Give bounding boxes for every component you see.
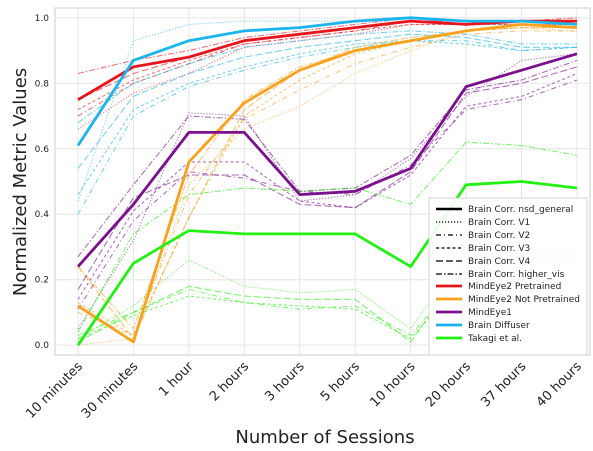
legend: Brain Corr. nsd_general Brain Corr. V1 Bra… bbox=[428, 197, 588, 356]
series-line-27 bbox=[77, 259, 578, 340]
series-line-19 bbox=[77, 20, 577, 202]
legend-label: Brain Corr. higher_vis bbox=[468, 270, 565, 280]
legend-box bbox=[428, 197, 588, 356]
series-line-21 bbox=[77, 40, 578, 195]
legend-label: Brain Corr. V2 bbox=[468, 231, 530, 241]
series-line-0 bbox=[77, 19, 577, 101]
series-line-7 bbox=[77, 27, 578, 346]
y-tick-label: 0.6 bbox=[35, 145, 50, 155]
legend-label: MindEye2 Pretrained bbox=[468, 282, 561, 292]
y-tick-label: 0.2 bbox=[35, 276, 49, 286]
series-line-29 bbox=[77, 141, 578, 333]
series-line-6 bbox=[77, 22, 578, 344]
legend-label: MindEye2 Not Pretrained bbox=[468, 295, 580, 305]
y-axis-title: Normalized Metric Values bbox=[10, 68, 31, 296]
legend-label: Brain Corr. V3 bbox=[468, 244, 530, 254]
legend-label: Brain Corr. V4 bbox=[468, 257, 531, 267]
y-tick-labels: 0.0 0.2 0.4 0.6 0.8 1.0 bbox=[35, 14, 50, 351]
legend-label: Brain Corr. V1 bbox=[468, 218, 530, 228]
series-line-24 bbox=[76, 180, 578, 346]
series-line-22 bbox=[77, 33, 577, 169]
legend-metrics: Brain Corr. nsd_general Brain Corr. V1 Bra… bbox=[436, 205, 573, 280]
series-line-18 bbox=[76, 16, 578, 147]
y-tick-label: 0.8 bbox=[35, 79, 50, 89]
x-axis-title: Number of Sessions bbox=[235, 427, 414, 448]
series-line-3 bbox=[77, 23, 577, 110]
series-line-8 bbox=[77, 30, 577, 336]
y-tick-label: 1.0 bbox=[35, 14, 50, 24]
series-line-23 bbox=[77, 30, 577, 124]
legend-label: Takagi et al. bbox=[467, 334, 522, 344]
legend-label: Brain Corr. nsd_general bbox=[468, 205, 573, 215]
series-line-26 bbox=[77, 256, 577, 336]
primary-lines bbox=[76, 16, 578, 346]
series-line-16 bbox=[77, 66, 578, 290]
series-line-20 bbox=[77, 40, 578, 215]
series-line-5 bbox=[77, 17, 578, 75]
legend-label: Brain Diffuser bbox=[468, 321, 530, 331]
series-line-12 bbox=[76, 52, 578, 268]
y-tick-label: 0.4 bbox=[35, 210, 50, 220]
y-tick-label: 0.0 bbox=[35, 341, 50, 351]
legend-label: MindEye1 bbox=[468, 308, 512, 318]
series-line-14 bbox=[77, 79, 578, 310]
legend-models: MindEye2 Pretrained MindEye2 Not Pretrain… bbox=[436, 282, 580, 344]
